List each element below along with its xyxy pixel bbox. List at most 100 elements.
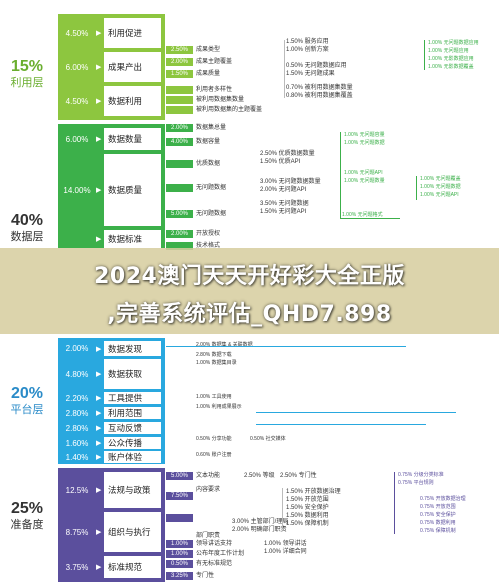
row-label: 标准规范 <box>108 562 143 572</box>
level2-pct: 3.25% <box>166 572 193 580</box>
band-row: 3.75% ▶ 标准规范 <box>58 556 161 578</box>
row-label: 数据质量 <box>108 185 143 195</box>
layer-pct: 20% <box>10 385 44 402</box>
row-label: 账户体验 <box>108 452 143 462</box>
row-pct: 12.5% <box>65 485 89 495</box>
band-utility: 4.50% ▶ 利用促进 6.00% ▶ 成果产出 4.50% ▶ 数据利用 <box>58 14 161 120</box>
level4-item: 1.00% 无问题覆盖 <box>420 176 461 182</box>
level2-pct: 0.50% <box>166 560 193 568</box>
level2-pct: 2.50% <box>166 46 193 54</box>
level4-item: 0.75% 安全保护 <box>420 512 456 518</box>
chevron-right-icon: ▶ <box>96 371 102 378</box>
spine-data <box>161 124 165 248</box>
layer-pct: 25% <box>10 500 44 517</box>
level2-pct: 2.00% <box>166 58 193 66</box>
level2-label: 优质数据 <box>196 161 221 167</box>
spine-platform <box>161 338 165 464</box>
level4-item: 1.00% 无问题数据应用 <box>428 40 479 46</box>
level2-label: 无问题数据 <box>196 185 227 191</box>
chevron-right-icon: ▶ <box>96 236 102 243</box>
level2-pct <box>166 96 193 104</box>
platform-detail: 1.00% 工具使用 <box>196 394 232 400</box>
level4-item: 1.00% 无问题API <box>420 192 459 198</box>
level3-item: 1.50% 数据利用 <box>286 513 329 519</box>
level3-item: 2.00% 无问题API <box>260 187 307 193</box>
level2-label: 内容要求 <box>196 487 221 493</box>
connector-line <box>282 488 283 528</box>
row-label: 利用促进 <box>108 28 143 38</box>
level2-pct <box>166 514 193 522</box>
level3-item: 1.50% 开放数据治理 <box>286 489 341 495</box>
chevron-right-icon: ▶ <box>96 395 102 402</box>
level2-label: 专门性 <box>196 573 215 579</box>
row-pct: 2.80% <box>65 408 89 418</box>
level2-pct: 4.00% <box>166 138 193 146</box>
chevron-right-icon: ▶ <box>96 487 102 494</box>
level4-item: 0.75% 保障机制 <box>420 528 456 534</box>
level2-label: 数据容量 <box>196 139 221 145</box>
connector-line <box>394 472 395 534</box>
level4-item: 1.00% 无问题数量 <box>344 178 385 184</box>
level3-item: 0.80% 被利用数据集覆盖 <box>286 93 353 99</box>
level2-pct: 1.00% <box>166 540 193 548</box>
level4-item: 0.75% 开放数据治理 <box>420 496 466 502</box>
level3-item: 1.50% 保障机制 <box>286 521 329 527</box>
level2-label: 部门职责 <box>196 533 221 539</box>
chevron-right-icon: ▶ <box>96 529 102 536</box>
band-row: 6.00% ▶ 数据数量 <box>58 128 161 150</box>
banner-line-1: 2024澳门天天开好彩大全正版 <box>94 264 405 289</box>
band-row: ▶ 数据标准 <box>58 230 161 248</box>
row-pct: 2.80% <box>65 423 89 433</box>
band-row: 8.75% ▶ 组织与执行 <box>58 512 161 552</box>
chevron-right-icon: ▶ <box>96 30 102 37</box>
row-pct: 4.50% <box>65 28 89 38</box>
level2-label: 数据集总量 <box>196 125 227 131</box>
level4-item: 1.00% 无影数据应用 <box>428 56 474 62</box>
level4-item: 1.00% 无问题格式 <box>342 212 383 218</box>
level2-pct: 2.00% <box>166 230 193 238</box>
level2-label: 利用者多样性 <box>196 87 233 93</box>
layer-label-utility: 15% 利用层 <box>0 58 54 90</box>
level2-label: 无问题数据 <box>196 211 227 217</box>
row-pct: 2.20% <box>65 393 89 403</box>
level4-item: 0.75% 平台规则 <box>398 480 434 486</box>
level4-item: 1.00% 无问题数据 <box>420 184 461 190</box>
platform-detail: 0.60% 账户注册 <box>196 452 232 458</box>
row-label: 组织与执行 <box>108 527 151 537</box>
level3-item: 1.00% 领导讲话 <box>264 541 307 547</box>
level3-item: 1.50% 无问题API <box>260 209 307 215</box>
level4-item: 1.00% 无问题API <box>344 170 383 176</box>
level2-label: 文本功能 <box>196 473 221 479</box>
spine-utility <box>161 14 165 120</box>
row-pct: 4.50% <box>65 96 89 106</box>
chevron-right-icon: ▶ <box>96 136 102 143</box>
band-row: 2.20% ▶ 工具提供 <box>58 392 161 404</box>
level3-item: 2.50% 优质数据数量 <box>260 151 315 157</box>
chevron-right-icon: ▶ <box>96 440 102 447</box>
spine-preparation <box>161 468 165 582</box>
level2-pct <box>166 242 193 250</box>
level2-pct: 1.00% <box>166 550 193 558</box>
level2-pct <box>166 160 193 168</box>
connector-line <box>340 132 341 218</box>
level2-label: 成果主题覆盖 <box>196 59 233 65</box>
row-label: 法规与政策 <box>108 485 151 495</box>
layer-pct: 40% <box>10 212 44 229</box>
level2-label: 被利用数据集数量 <box>196 97 245 103</box>
row-label: 数据发现 <box>108 343 143 354</box>
band-row: 2.00% ▶ 数据发现 <box>58 341 161 356</box>
layer-name: 准备度 <box>10 519 44 531</box>
level4-item: 0.75% 开放范围 <box>420 504 456 510</box>
level3-item: 1.50% 服务应用 <box>286 39 329 45</box>
level3-item: 3.50% 无问题数据 <box>260 201 309 207</box>
level4-item: 1.00% 无问题容量 <box>344 132 385 138</box>
level3-item: 2.00% 明确部门职责 <box>232 527 287 533</box>
level3-item: 3.00% 主管部门/理局 <box>232 519 289 525</box>
row-pct: 14.00% <box>63 185 91 195</box>
band-row: 12.5% ▶ 法规与政策 <box>58 472 161 508</box>
row-label: 数据获取 <box>108 369 143 379</box>
chevron-right-icon: ▶ <box>96 454 102 461</box>
level4-item: 1.00% 无问题数据 <box>344 140 385 146</box>
row-label: 数据利用 <box>108 96 143 106</box>
level3-item: 1.50% 优质API <box>260 159 301 165</box>
